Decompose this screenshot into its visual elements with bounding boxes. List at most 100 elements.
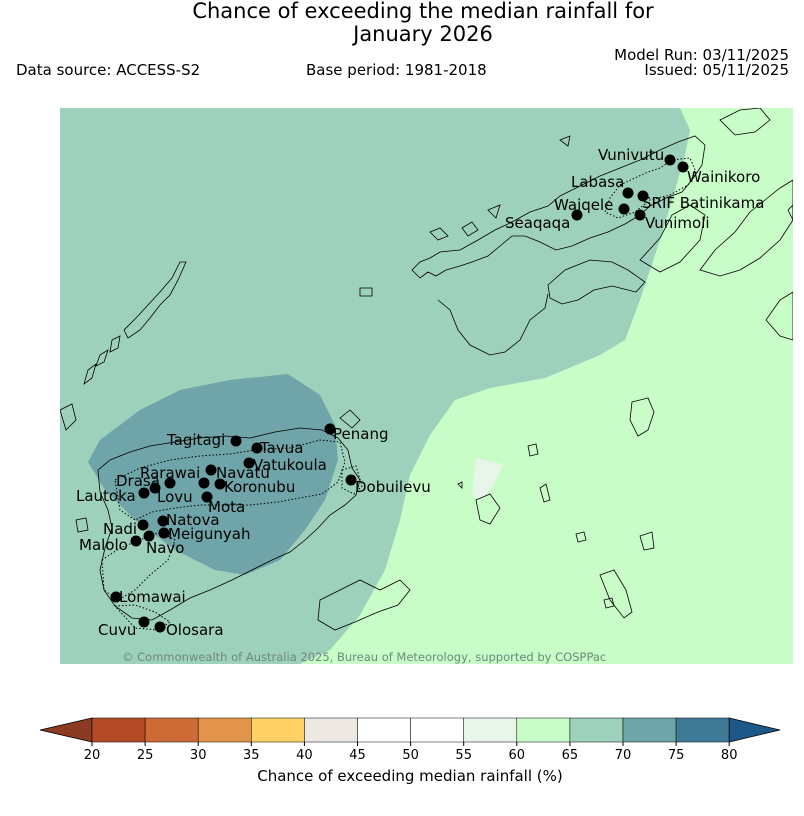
station-vunivutu: Vunivutu [598, 146, 676, 166]
station-label: Koronubu [224, 478, 295, 496]
station-malolo: Malolo [79, 535, 142, 554]
station-navatu: Navatu [198, 464, 270, 489]
station-label: Rarawai [140, 464, 200, 482]
band-55-60 [472, 458, 503, 500]
station-marker [164, 477, 176, 489]
colorbar: 20 25 30 35 40 45 50 55 60 65 70 75 80 [39, 717, 781, 763]
station-label: Vunivutu [598, 146, 664, 164]
station-label: Dobuilevu [355, 478, 431, 496]
station-marker [230, 435, 242, 447]
station-labasa: Labasa [571, 173, 634, 199]
station-label: Natova [166, 511, 220, 529]
colorbar-segment [463, 717, 518, 743]
station-label: Olosara [166, 621, 224, 639]
colorbar-segment [410, 717, 464, 743]
station-marker [618, 203, 630, 215]
station-dobuilevu: Dobuilevu [345, 474, 431, 496]
colorbar-segment [622, 717, 677, 743]
station-olosara: Olosara [154, 621, 224, 639]
colorbar-tick-label: 50 [402, 748, 419, 763]
station-marker [143, 530, 155, 542]
station-label: Vatukoula [253, 456, 327, 474]
colorbar-tick-label: 80 [721, 748, 738, 763]
map-area: Vunivutu Wainikoro Labasa SRIF Batinikama Wa… [60, 108, 793, 664]
station-vunimoli: Vunimoli [634, 209, 710, 232]
station-label: Cuvu [98, 621, 136, 639]
colorbar-tick-label: 65 [562, 748, 579, 763]
colorbar-segment [144, 717, 199, 743]
station-srif-batinikama: SRIF Batinikama [637, 190, 764, 212]
model-run: Model Run: 03/11/2025 [614, 46, 789, 64]
colorbar-label: Chance of exceeding median rainfall (%) [257, 767, 563, 785]
issued-date: Issued: 05/11/2025 [644, 61, 789, 79]
station-label: Malolo [79, 536, 128, 554]
station-vatukoula: Vatukoula [243, 456, 327, 474]
station-marker [201, 491, 213, 503]
station-marker [138, 487, 150, 499]
station-rarawai: Rarawai [140, 464, 217, 482]
station-koronubu: Koronubu [214, 478, 295, 496]
station-marker [110, 591, 122, 603]
station-lomawai: Lomawai [110, 588, 186, 606]
station-markers: Vunivutu Wainikoro Labasa SRIF Batinikama Wa… [76, 146, 764, 639]
station-natova: Natova [157, 511, 220, 529]
colorbar-segment [197, 717, 252, 743]
copyright-notice: © Commonwealth of Australia 2025, Bureau… [122, 650, 607, 664]
station-label: Mota [208, 498, 245, 516]
colorbar-segment [569, 717, 624, 743]
station-label: Meigunyah [168, 525, 250, 543]
station-label: Lautoka [76, 487, 136, 505]
colorbar-segment [516, 717, 571, 743]
station-label: Seaqaqa [505, 214, 570, 232]
station-lautoka: Lautoka [76, 487, 150, 505]
title-line-1: Chance of exceeding the median rainfall … [192, 0, 654, 23]
station-label: Waiqele [554, 196, 613, 214]
colorbar-segment [91, 717, 146, 743]
station-label: Penang [333, 425, 388, 443]
station-marker [571, 209, 583, 221]
station-marker [664, 154, 676, 166]
station-label: Labasa [571, 173, 624, 191]
colorbar-tick-label: 45 [349, 748, 366, 763]
station-label: Wainikoro [687, 168, 760, 186]
colorbar-tick-label: 35 [243, 748, 260, 763]
colorbar-over-arrow [728, 717, 781, 743]
colorbar-tick-label: 70 [615, 748, 632, 763]
station-marker [138, 616, 150, 628]
colorbar-tick-label: 75 [668, 748, 685, 763]
colorbar-segment [304, 717, 358, 743]
station-label: Tagitagi [166, 431, 225, 449]
colorbar-segment [251, 717, 305, 743]
station-label: Lomawai [119, 588, 186, 606]
station-label: SRIF Batinikama [642, 194, 764, 212]
station-label: Nadi [103, 520, 137, 538]
station-marker [137, 519, 149, 531]
station-marker [677, 161, 689, 173]
station-marker [637, 190, 649, 202]
station-tavua: Tavua [251, 439, 303, 457]
colorbar-segment [357, 717, 411, 743]
colorbar-tick-label: 40 [296, 748, 313, 763]
station-marker [243, 457, 255, 469]
colorbar-tick-label: 30 [190, 748, 207, 763]
station-label: Lovu [157, 488, 193, 506]
colorbar-tick-label: 55 [455, 748, 472, 763]
station-label: Vunimoli [645, 214, 710, 232]
station-marker [324, 423, 336, 435]
station-marker [158, 527, 170, 539]
station-marker [149, 482, 161, 494]
station-waiqele: Waiqele [554, 196, 630, 215]
station-cuvu: Cuvu [98, 616, 150, 639]
station-label: Navatu [216, 464, 270, 482]
station-marker [198, 477, 210, 489]
station-marker [345, 474, 357, 486]
colorbar-segment [675, 717, 730, 743]
station-nadi: Nadi [103, 519, 149, 538]
colorbar-tick-label: 25 [137, 748, 154, 763]
station-marker [157, 515, 169, 527]
station-marker [214, 478, 226, 490]
station-label: Drasa [116, 472, 160, 490]
station-meigunyah: Meigunyah [158, 525, 250, 543]
station-label: Navo [146, 539, 184, 557]
station-penang: Penang [324, 423, 388, 443]
